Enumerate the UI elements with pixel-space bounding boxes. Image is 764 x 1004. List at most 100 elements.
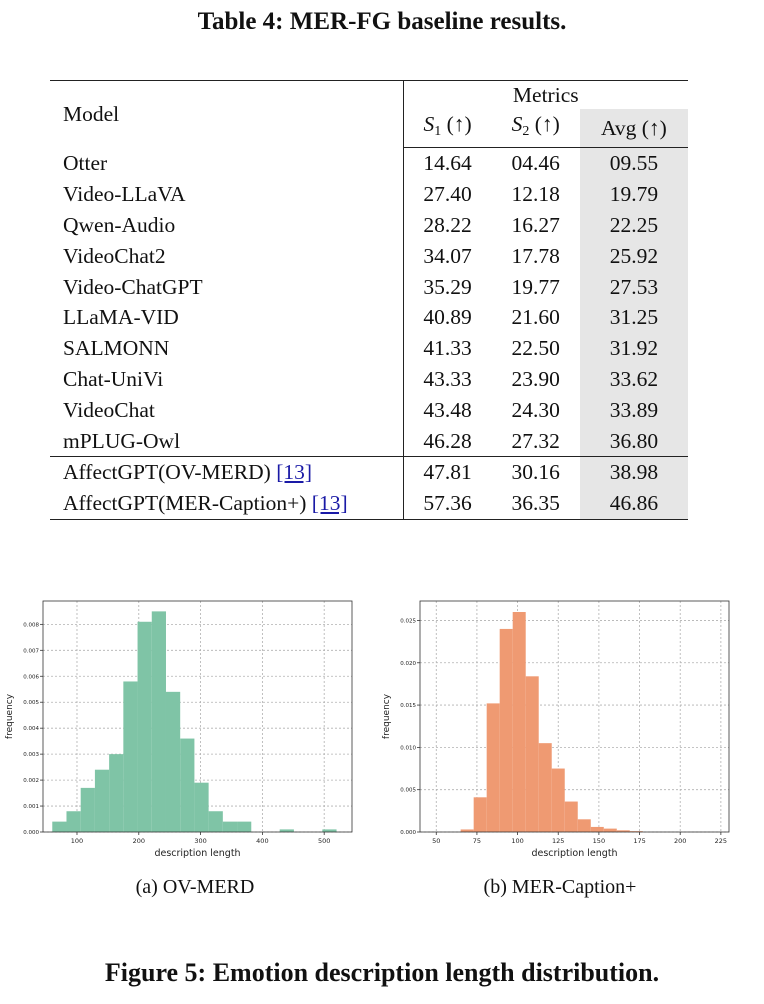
- figure-caption: Figure 5: Emotion description length dis…: [104, 958, 660, 987]
- y-tick-label: 0.020: [400, 661, 416, 667]
- s2-value: 04.46: [511, 151, 560, 176]
- x-tick-label: 75: [473, 837, 481, 845]
- s2-value: 27.32: [511, 428, 560, 453]
- y-tick-label: 0.005: [23, 700, 39, 706]
- results-table: Model Metrics S1 (↑) S2 (↑) Avg (↑) Otte…: [50, 80, 688, 520]
- table-row: Video-LLaVA 27.40 12.18 19.79: [50, 178, 688, 210]
- model-name: VideoChat2: [63, 243, 166, 268]
- s1-header: S1 (↑): [402, 109, 492, 148]
- histogram-bar: [194, 782, 209, 832]
- avg-value: 25.92: [579, 240, 688, 272]
- s2-value: 12.18: [511, 182, 560, 207]
- avg-value: 09.55: [579, 147, 688, 179]
- histogram-bar: [165, 691, 181, 832]
- table-subheader-row: S1 (↑) S2 (↑) Avg (↑): [50, 109, 688, 148]
- table-row: mPLUG-Owl 46.28 27.32 36.80: [50, 425, 688, 457]
- table-caption: Table 4: MER-FG baseline results.: [197, 8, 567, 35]
- model-name: AffectGPT(MER-Caption+) [13]: [50, 487, 404, 520]
- avg-header: Avg (↑): [579, 109, 688, 148]
- histogram-bar: [137, 621, 152, 832]
- histogram-bar: [486, 703, 500, 832]
- model-name: AffectGPT(OV-MERD) [13]: [50, 455, 404, 488]
- histogram-bar: [123, 681, 138, 832]
- y-axis-label: frequency: [5, 693, 15, 739]
- s1-value: 43.48: [402, 394, 492, 426]
- s2-value: 36.35: [491, 487, 580, 520]
- histogram-bar: [66, 811, 81, 832]
- histogram-ov-merd: 100 200 300 400 500 0.000 0.001 0.002 0.003 0.004…: [5, 600, 353, 859]
- histogram-bar: [629, 831, 643, 832]
- model-name-text: AffectGPT(MER-Caption+): [63, 491, 307, 516]
- histogram-bar: [538, 743, 552, 832]
- x-tick-label: 300: [194, 837, 206, 845]
- table-row: Otter 14.64 04.46 09.55: [50, 147, 688, 179]
- s2-value: 22.50: [511, 336, 560, 361]
- table-row: VideoChat2 34.07 17.78 25.92: [50, 240, 688, 272]
- histogram-mer-caption: 50 75 100 125 150 175 200 225 0.000 0.005 0.010 0.0…: [382, 600, 730, 859]
- histogram-bar: [151, 611, 166, 832]
- subcaption-a: (a) OV-MERD: [135, 876, 255, 898]
- s2-header: S2 (↑): [491, 109, 580, 148]
- histogram-bar: [222, 821, 238, 832]
- x-tick-label: 100: [511, 837, 523, 845]
- model-name: SALMONN: [63, 336, 170, 361]
- histogram-bar: [564, 801, 578, 832]
- model-name: VideoChat: [63, 397, 155, 422]
- citation-link[interactable]: [13]: [276, 460, 313, 485]
- histogram-bar: [590, 826, 604, 832]
- plot-frame: [419, 600, 730, 833]
- s2-value: 30.16: [491, 455, 580, 488]
- histogram-bar: [80, 787, 95, 832]
- table-row: LLaMA-VID 40.89 21.60 31.25: [50, 301, 688, 333]
- table-row: Qwen-Audio 28.22 16.27 22.25: [50, 209, 688, 241]
- histogram-bar: [279, 829, 294, 832]
- histogram-bar: [525, 676, 539, 832]
- s1-value: 35.29: [402, 271, 492, 302]
- avg-value: 22.25: [579, 209, 688, 241]
- model-name: Video-LLaVA: [63, 182, 186, 207]
- model-name-text: AffectGPT(OV-MERD): [63, 460, 271, 485]
- citation-link[interactable]: [13]: [311, 491, 348, 516]
- table-row: AffectGPT(MER-Caption+) [13] 57.36 36.35 46…: [50, 487, 688, 520]
- table-row: SALMONN 41.33 22.50 31.92: [50, 332, 688, 364]
- x-axis-label: description length: [531, 848, 617, 859]
- y-tick-label: 0.006: [23, 674, 39, 680]
- avg-value: 36.80: [579, 425, 688, 457]
- y-tick-label: 0.001: [23, 804, 39, 810]
- histogram-bar: [551, 768, 565, 832]
- s1-value: 47.81: [402, 455, 492, 488]
- x-tick-label: 400: [256, 837, 268, 845]
- histogram-bar: [460, 829, 474, 832]
- s1-value: 28.22: [402, 209, 492, 241]
- avg-value: 19.79: [579, 178, 688, 210]
- avg-value: 31.25: [579, 301, 688, 333]
- y-tick-label: 0.000: [400, 830, 416, 836]
- table-header-row: Model Metrics: [50, 80, 688, 148]
- x-tick-label: 200: [674, 837, 686, 845]
- model-name: mPLUG-Owl: [63, 428, 181, 453]
- x-tick-label: 150: [593, 837, 605, 845]
- histogram-bar: [52, 821, 67, 832]
- s1-value: 43.33: [402, 363, 492, 395]
- y-tick-label: 0.008: [23, 622, 39, 628]
- histogram-bar: [237, 821, 252, 832]
- histogram-bar: [208, 811, 223, 832]
- y-tick-label: 0.002: [23, 778, 39, 784]
- s2-value: 21.60: [511, 305, 560, 330]
- model-column-header: Model: [50, 80, 404, 148]
- histogram-bar: [577, 819, 591, 832]
- histogram-bar: [603, 828, 617, 832]
- s1-value: 27.40: [402, 178, 492, 210]
- avg-value: 31.92: [579, 332, 688, 364]
- avg-value: 38.98: [579, 455, 688, 488]
- table-row: Video-ChatGPT 35.29 19.77 27.53: [50, 271, 688, 302]
- s1-value: 14.64: [402, 147, 492, 179]
- histogram-bar: [512, 612, 526, 832]
- model-name: Otter: [63, 151, 108, 176]
- y-tick-label: 0.025: [400, 618, 416, 624]
- y-tick-label: 0.005: [400, 788, 416, 794]
- y-tick-label: 0.015: [400, 703, 416, 709]
- histogram-bar: [616, 830, 630, 832]
- avg-value: 27.53: [579, 271, 688, 302]
- s1-value: 40.89: [402, 301, 492, 333]
